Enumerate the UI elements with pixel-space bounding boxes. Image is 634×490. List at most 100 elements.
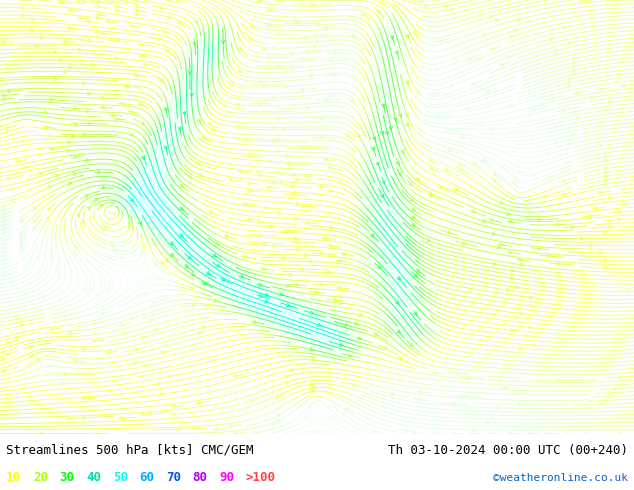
FancyArrowPatch shape	[339, 295, 342, 298]
FancyArrowPatch shape	[339, 301, 343, 305]
FancyArrowPatch shape	[6, 127, 10, 130]
FancyArrowPatch shape	[554, 142, 558, 145]
FancyArrowPatch shape	[473, 162, 477, 165]
FancyArrowPatch shape	[572, 61, 576, 65]
FancyArrowPatch shape	[351, 99, 354, 102]
FancyArrowPatch shape	[273, 140, 276, 143]
FancyArrowPatch shape	[306, 106, 309, 109]
FancyArrowPatch shape	[138, 285, 142, 288]
FancyArrowPatch shape	[2, 351, 6, 354]
FancyArrowPatch shape	[376, 162, 379, 166]
FancyArrowPatch shape	[170, 253, 174, 257]
FancyArrowPatch shape	[533, 343, 537, 347]
FancyArrowPatch shape	[216, 264, 220, 267]
FancyArrowPatch shape	[484, 98, 488, 100]
FancyArrowPatch shape	[128, 222, 131, 226]
FancyArrowPatch shape	[346, 134, 350, 137]
FancyArrowPatch shape	[268, 186, 271, 189]
FancyArrowPatch shape	[20, 320, 24, 324]
FancyArrowPatch shape	[86, 159, 89, 162]
FancyArrowPatch shape	[120, 324, 124, 327]
FancyArrowPatch shape	[452, 402, 455, 406]
FancyArrowPatch shape	[101, 228, 105, 231]
FancyArrowPatch shape	[447, 76, 451, 79]
FancyArrowPatch shape	[283, 128, 286, 131]
FancyArrowPatch shape	[571, 225, 574, 229]
FancyArrowPatch shape	[64, 373, 67, 376]
FancyArrowPatch shape	[510, 104, 514, 108]
FancyArrowPatch shape	[45, 125, 48, 129]
FancyArrowPatch shape	[623, 84, 626, 87]
FancyArrowPatch shape	[604, 267, 607, 270]
FancyArrowPatch shape	[311, 2, 314, 6]
FancyArrowPatch shape	[136, 294, 139, 297]
FancyArrowPatch shape	[83, 397, 86, 401]
FancyArrowPatch shape	[529, 304, 533, 307]
FancyArrowPatch shape	[604, 171, 607, 174]
FancyArrowPatch shape	[135, 269, 139, 272]
FancyArrowPatch shape	[481, 124, 484, 127]
FancyArrowPatch shape	[580, 237, 584, 240]
FancyArrowPatch shape	[397, 276, 401, 280]
FancyArrowPatch shape	[496, 406, 499, 410]
FancyArrowPatch shape	[415, 431, 418, 434]
FancyArrowPatch shape	[82, 288, 85, 292]
FancyArrowPatch shape	[281, 230, 285, 234]
FancyArrowPatch shape	[101, 97, 105, 100]
FancyArrowPatch shape	[237, 69, 241, 72]
FancyArrowPatch shape	[135, 5, 139, 8]
FancyArrowPatch shape	[167, 15, 171, 18]
FancyArrowPatch shape	[25, 166, 29, 170]
FancyArrowPatch shape	[433, 371, 436, 374]
FancyArrowPatch shape	[191, 272, 195, 276]
FancyArrowPatch shape	[507, 212, 510, 215]
FancyArrowPatch shape	[56, 174, 60, 177]
FancyArrowPatch shape	[310, 383, 313, 386]
FancyArrowPatch shape	[520, 312, 523, 315]
FancyArrowPatch shape	[109, 288, 112, 292]
FancyArrowPatch shape	[260, 80, 263, 83]
FancyArrowPatch shape	[353, 383, 357, 386]
FancyArrowPatch shape	[500, 165, 503, 168]
FancyArrowPatch shape	[2, 259, 6, 262]
FancyArrowPatch shape	[449, 85, 453, 88]
FancyArrowPatch shape	[214, 299, 217, 302]
FancyArrowPatch shape	[452, 17, 456, 20]
FancyArrowPatch shape	[618, 432, 621, 435]
FancyArrowPatch shape	[139, 102, 143, 105]
FancyArrowPatch shape	[429, 194, 433, 197]
FancyArrowPatch shape	[345, 407, 349, 411]
FancyArrowPatch shape	[339, 259, 342, 262]
FancyArrowPatch shape	[63, 70, 67, 73]
FancyArrowPatch shape	[97, 171, 101, 174]
FancyArrowPatch shape	[58, 299, 62, 302]
FancyArrowPatch shape	[567, 143, 571, 146]
FancyArrowPatch shape	[127, 277, 131, 281]
FancyArrowPatch shape	[462, 135, 465, 139]
FancyArrowPatch shape	[19, 250, 23, 254]
FancyArrowPatch shape	[49, 98, 53, 101]
FancyArrowPatch shape	[604, 179, 607, 182]
FancyArrowPatch shape	[318, 23, 321, 26]
FancyArrowPatch shape	[276, 150, 280, 153]
FancyArrowPatch shape	[199, 173, 203, 176]
FancyArrowPatch shape	[590, 96, 593, 99]
FancyArrowPatch shape	[202, 136, 206, 139]
FancyArrowPatch shape	[506, 288, 510, 292]
FancyArrowPatch shape	[221, 40, 225, 44]
FancyArrowPatch shape	[292, 193, 295, 196]
FancyArrowPatch shape	[257, 170, 260, 173]
FancyArrowPatch shape	[116, 5, 120, 8]
FancyArrowPatch shape	[111, 0, 114, 3]
FancyArrowPatch shape	[135, 9, 139, 12]
FancyArrowPatch shape	[240, 275, 243, 278]
FancyArrowPatch shape	[33, 219, 36, 223]
FancyArrowPatch shape	[130, 110, 134, 113]
FancyArrowPatch shape	[193, 42, 197, 46]
FancyArrowPatch shape	[145, 62, 148, 66]
FancyArrowPatch shape	[160, 78, 163, 82]
FancyArrowPatch shape	[41, 296, 45, 299]
FancyArrowPatch shape	[230, 425, 233, 428]
FancyArrowPatch shape	[115, 57, 119, 60]
FancyArrowPatch shape	[329, 189, 333, 192]
